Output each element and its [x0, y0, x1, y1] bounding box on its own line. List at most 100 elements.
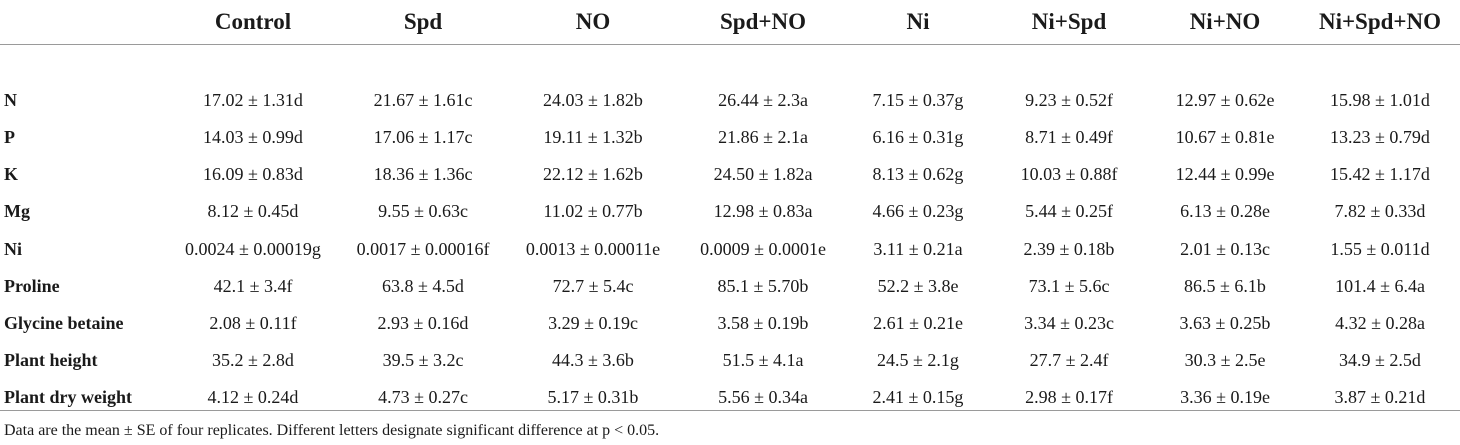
bottom-rule	[0, 410, 1460, 411]
table-cell: 16.09 ± 0.83d	[203, 164, 303, 185]
data-table: Control Spd NO Spd+NO Ni Ni+Spd Ni+NO Ni+Spd+NO…	[0, 0, 1460, 416]
table-cell: 4.73 ± 0.27c	[378, 386, 468, 407]
table-row: Plant height 35.2 ± 2.8d 39.5 ± 3.2c 44.3 ±…	[0, 342, 1460, 379]
table-cell: 39.5 ± 3.2c	[382, 349, 464, 370]
table-cell: 24.5 ± 2.1g	[877, 349, 959, 370]
table-cell: 8.12 ± 0.45d	[207, 201, 299, 222]
header-spacer	[0, 45, 1460, 83]
table-cell: 85.1 ± 5.70b	[717, 275, 809, 296]
table-cell: 8.71 ± 0.49f	[1025, 127, 1113, 148]
table-cell: 72.7 ± 5.4c	[552, 275, 634, 296]
table-cell: 4.66 ± 0.23g	[872, 201, 964, 222]
table-row: K 16.09 ± 0.83d 18.36 ± 1.36c 22.12 ± 1.62b…	[0, 156, 1460, 193]
table-cell: 35.2 ± 2.8d	[212, 349, 294, 370]
column-header: Ni+Spd	[1031, 9, 1107, 34]
row-label: P	[4, 127, 15, 148]
table-footnote: Data are the mean ± SE of four replicate…	[4, 422, 660, 439]
table-cell: 22.12 ± 1.62b	[543, 164, 643, 185]
table-cell: 1.55 ± 0.011d	[1330, 238, 1430, 259]
table-cell: 42.1 ± 3.4f	[213, 275, 293, 296]
table-cell: 24.03 ± 1.82b	[543, 90, 643, 111]
table-cell: 51.5 ± 4.1a	[722, 349, 804, 370]
table-cell: 27.7 ± 2.4f	[1029, 349, 1109, 370]
table-cell: 24.50 ± 1.82a	[713, 164, 813, 185]
table-cell: 13.23 ± 0.79d	[1330, 127, 1430, 148]
table-cell: 26.44 ± 2.3a	[718, 90, 808, 111]
table-cell: 3.87 ± 0.21d	[1334, 386, 1426, 407]
table-cell: 101.4 ± 6.4a	[1335, 275, 1425, 296]
column-header: Control	[214, 9, 292, 34]
row-label: Proline	[4, 275, 60, 296]
table-cell: 34.9 ± 2.5d	[1339, 349, 1421, 370]
table-cell: 3.63 ± 0.25b	[1179, 312, 1271, 333]
table-cell: 5.44 ± 0.25f	[1025, 201, 1113, 222]
table-cell: 9.23 ± 0.52f	[1025, 90, 1113, 111]
table-cell: 3.36 ± 0.19e	[1180, 386, 1270, 407]
table-row: N 17.02 ± 1.31d 21.67 ± 1.61c 24.03 ± 1.82b…	[0, 82, 1460, 119]
table-cell: 3.34 ± 0.23c	[1024, 312, 1114, 333]
table-cell: 10.67 ± 0.81e	[1175, 127, 1275, 148]
table-cell: 4.12 ± 0.24d	[207, 386, 299, 407]
table-cell: 12.44 ± 0.99e	[1175, 164, 1275, 185]
table-cell: 10.03 ± 0.88f	[1020, 164, 1118, 185]
table-cell: 0.0024 ± 0.00019g	[185, 238, 321, 259]
table-cell: 21.86 ± 2.1a	[718, 127, 808, 148]
table-row: Ni 0.0024 ± 0.00019g 0.0017 ± 0.00016f 0.00…	[0, 230, 1460, 267]
table-cell: 21.67 ± 1.61c	[373, 90, 473, 111]
table-cell: 73.1 ± 5.6c	[1028, 275, 1110, 296]
table-cell: 6.13 ± 0.28e	[1180, 201, 1270, 222]
column-header: NO	[575, 9, 611, 34]
row-label: K	[4, 164, 19, 185]
table-cell: 3.58 ± 0.19b	[717, 312, 809, 333]
header-row: Control Spd NO Spd+NO Ni Ni+Spd Ni+NO Ni+Spd+NO	[0, 0, 1460, 45]
table-cell: 2.93 ± 0.16d	[377, 312, 469, 333]
column-header-row-label	[0, 0, 168, 45]
table-cell: 5.17 ± 0.31b	[547, 386, 639, 407]
table-cell: 86.5 ± 6.1b	[1184, 275, 1266, 296]
row-label: Plant height	[4, 349, 98, 370]
table-cell: 15.98 ± 1.01d	[1330, 90, 1430, 111]
table-cell: 2.41 ± 0.15g	[872, 386, 964, 407]
table-cell: 4.32 ± 0.28a	[1335, 312, 1425, 333]
table-cell: 3.29 ± 0.19c	[548, 312, 638, 333]
table-cell: 7.82 ± 0.33d	[1334, 201, 1426, 222]
column-header: Ni+NO	[1189, 9, 1261, 34]
table-cell: 14.03 ± 0.99d	[203, 127, 303, 148]
table-cell: 30.3 ± 2.5e	[1184, 349, 1266, 370]
table-body: N 17.02 ± 1.31d 21.67 ± 1.61c 24.03 ± 1.82b…	[0, 45, 1460, 416]
table-cell: 12.97 ± 0.62e	[1175, 90, 1275, 111]
table-cell: 18.36 ± 1.36c	[373, 164, 473, 185]
column-header: Spd+NO	[720, 9, 806, 34]
row-label: Plant dry weight	[4, 386, 132, 407]
table-cell: 63.8 ± 4.5d	[382, 275, 464, 296]
row-label: Glycine betaine	[4, 312, 124, 333]
row-label: Mg	[4, 201, 30, 222]
table-cell: 9.55 ± 0.63c	[378, 201, 468, 222]
table-row: Mg 8.12 ± 0.45d 9.55 ± 0.63c 11.02 ± 0.77b 1…	[0, 193, 1460, 230]
table-cell: 6.16 ± 0.31g	[872, 127, 964, 148]
row-label: N	[4, 90, 17, 111]
table-cell: 44.3 ± 3.6b	[552, 349, 634, 370]
table-cell: 17.02 ± 1.31d	[203, 90, 303, 111]
table-cell: 0.0017 ± 0.00016f	[356, 238, 490, 259]
table-cell: 3.11 ± 0.21a	[873, 238, 963, 259]
table-cell: 5.56 ± 0.34a	[718, 386, 808, 407]
table-row: Glycine betaine 2.08 ± 0.11f 2.93 ± 0.16d 3…	[0, 305, 1460, 342]
table-cell: 19.11 ± 1.32b	[543, 127, 643, 148]
column-header: Ni	[906, 9, 930, 34]
table-row: P 14.03 ± 0.99d 17.06 ± 1.17c 19.11 ± 1.32b…	[0, 119, 1460, 156]
table-cell: 8.13 ± 0.62g	[872, 164, 964, 185]
table-cell: 12.98 ± 0.83a	[713, 201, 813, 222]
column-header: Ni+Spd+NO	[1318, 9, 1442, 34]
table-row: Plant dry weight 4.12 ± 0.24d 4.73 ± 0.27c…	[0, 379, 1460, 416]
table-cell: 0.0009 ± 0.0001e	[700, 238, 826, 259]
table-cell: 2.01 ± 0.13c	[1180, 238, 1270, 259]
table-cell: 2.39 ± 0.18b	[1023, 238, 1115, 259]
table-header: Control Spd NO Spd+NO Ni Ni+Spd Ni+NO Ni+Spd+NO	[0, 0, 1460, 45]
table-cell: 0.0013 ± 0.00011e	[525, 238, 661, 259]
table-cell: 17.06 ± 1.17c	[373, 127, 473, 148]
table-cell: 11.02 ± 0.77b	[543, 201, 643, 222]
table-cell: 2.61 ± 0.21e	[873, 312, 963, 333]
table-cell: 2.08 ± 0.11f	[209, 312, 297, 333]
